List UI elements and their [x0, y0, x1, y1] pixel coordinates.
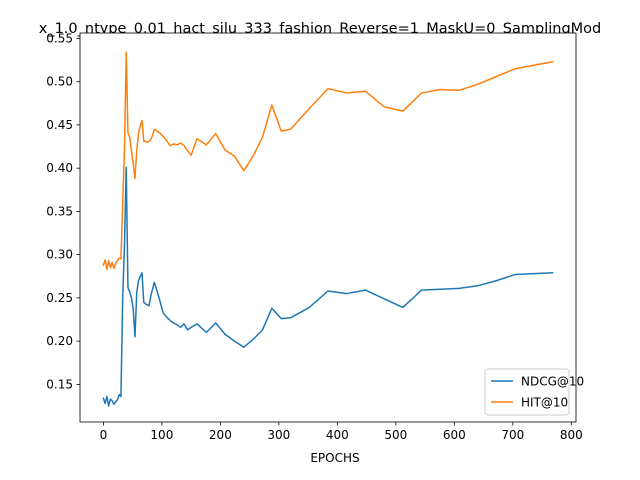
x-tick-label: 200	[209, 428, 232, 442]
y-tick-label: 0.35	[46, 204, 73, 218]
y-tick-label: 0.50	[46, 75, 73, 89]
legend-label: HIT@10	[521, 396, 568, 410]
legend: NDCG@10 HIT@10	[484, 368, 584, 416]
series-line-ndcg-10	[102, 166, 554, 407]
x-axis: 0 100 200 300 400 500 600 700 800	[100, 422, 583, 442]
series-layer	[102, 51, 554, 407]
y-axis: 0.15 0.20 0.25 0.30 0.35 0.40 0.45 0.50 0.55	[46, 31, 80, 391]
x-tick-label: 400	[326, 428, 349, 442]
axes-frame	[79, 32, 577, 423]
x-tick-label: 500	[384, 428, 407, 442]
y-tick-label: 0.40	[46, 161, 73, 175]
x-tick-label: 600	[443, 428, 466, 442]
y-tick-label: 0.30	[46, 248, 73, 262]
x-tick-label: 700	[501, 428, 524, 442]
y-tick-label: 0.20	[46, 334, 73, 348]
series-line-hit-10	[102, 51, 554, 271]
x-axis-label: EPOCHS	[310, 451, 359, 465]
x-tick-label: 100	[150, 428, 173, 442]
x-tick-label: 800	[560, 428, 583, 442]
y-tick-label: 0.55	[46, 31, 73, 45]
plot-area	[80, 33, 576, 422]
y-tick-label: 0.25	[46, 291, 73, 305]
x-tick-label: 0	[100, 428, 108, 442]
y-tick-label: 0.15	[46, 377, 73, 391]
legend-label: NDCG@10	[521, 375, 584, 389]
x-tick-label: 300	[267, 428, 290, 442]
y-tick-label: 0.45	[46, 118, 73, 132]
